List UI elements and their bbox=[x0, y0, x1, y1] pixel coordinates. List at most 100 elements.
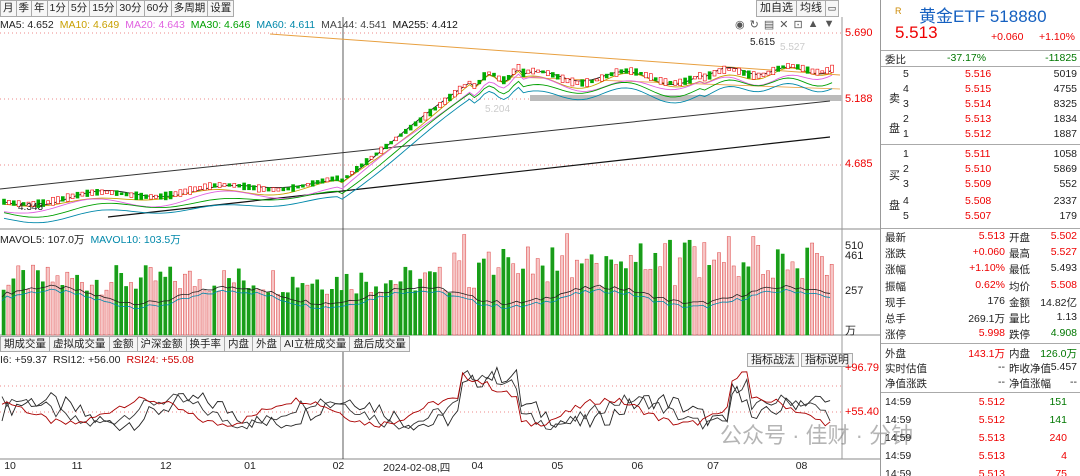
outer-inner-field: 内盘 bbox=[1009, 348, 1030, 360]
stat-label: 最低 bbox=[1009, 264, 1030, 277]
indicator-tab[interactable]: 内盘 bbox=[224, 336, 253, 352]
stat-value: 1.13 bbox=[1056, 311, 1077, 323]
stat-label: 均价 bbox=[1009, 280, 1030, 293]
ask-volume: 8325 bbox=[1053, 98, 1077, 110]
volume-legend: MAVOL5: 107.0万 MAVOL10: 103.5万 bbox=[0, 232, 181, 247]
nav-value: -- bbox=[998, 361, 1005, 373]
ma-legend-item: MA60: 4.611 bbox=[256, 19, 316, 31]
time-axis-label: 06 bbox=[631, 460, 644, 472]
lock-icon[interactable]: ⊡ bbox=[793, 19, 803, 31]
tick-price: 5.513 bbox=[978, 450, 1005, 462]
stat-value: 269.1万 bbox=[968, 313, 1005, 325]
add-watchlist-button[interactable]: 加自选 bbox=[756, 0, 797, 17]
ask-volume: 1834 bbox=[1053, 113, 1077, 125]
quote-panel: R 黄金ETF 518880 5.513 +0.060 +1.10% 委比 -3… bbox=[880, 0, 1080, 476]
down-icon[interactable]: ▼ bbox=[823, 18, 835, 30]
ask-price[interactable]: 5.516 bbox=[965, 68, 992, 80]
price-axis-top: 5.690 bbox=[845, 27, 873, 39]
outer-inner-field: 126.0万 bbox=[1040, 348, 1077, 360]
bid-price[interactable]: 5.510 bbox=[965, 163, 992, 175]
rsi-axis-top: +96.79 bbox=[845, 362, 879, 374]
indicator-tab[interactable]: 外盘 bbox=[252, 336, 281, 352]
stat-value: 5.527 bbox=[1050, 246, 1077, 259]
indicator-tab[interactable]: 换手率 bbox=[185, 336, 225, 352]
stat-label: 涨跌 bbox=[885, 248, 906, 261]
stat-value: 4.908 bbox=[1050, 327, 1077, 340]
nav-label: 昨收净值 bbox=[1009, 363, 1051, 375]
ask-price[interactable]: 5.512 bbox=[965, 128, 992, 140]
indicator-help-button[interactable]: 指标说明 bbox=[801, 353, 853, 367]
weibi-val: -11825 bbox=[1045, 52, 1077, 64]
tick-volume: 151 bbox=[1049, 396, 1067, 408]
stat-value: 14.82亿 bbox=[1040, 296, 1077, 309]
period-tab[interactable]: 月 bbox=[0, 0, 17, 17]
ma-legend: MA5: 4.652 MA10: 4.649 MA20: 4.643 MA30: 4.… bbox=[0, 19, 458, 33]
tick-price: 5.512 bbox=[978, 396, 1005, 408]
stat-label: 最高 bbox=[1009, 248, 1030, 261]
indicator-tab[interactable]: 盘后成交量 bbox=[349, 336, 410, 352]
period-tab[interactable]: 设置 bbox=[207, 0, 235, 17]
weibi-label: 委比 bbox=[885, 54, 906, 66]
refresh-icon[interactable]: ↻ bbox=[749, 19, 759, 31]
time-axis: 10 11 12 01 02 2024-02-08,四 04 05 06 07 08 bbox=[0, 459, 842, 476]
ask-level: 5 bbox=[903, 68, 909, 80]
indicator-tab[interactable]: 期成交量 bbox=[0, 336, 50, 352]
stat-label: 涨幅 bbox=[885, 264, 906, 277]
nav-value: 5.457 bbox=[1050, 361, 1077, 373]
period-tab[interactable]: 多周期 bbox=[170, 0, 209, 17]
ask-price[interactable]: 5.515 bbox=[965, 83, 992, 95]
stat-value: 5.998 bbox=[978, 327, 1005, 340]
time-axis-label: 01 bbox=[244, 460, 256, 472]
period-tab[interactable]: 季 bbox=[15, 0, 32, 17]
bid-price[interactable]: 5.509 bbox=[965, 178, 992, 190]
period-tab[interactable]: 30分 bbox=[116, 0, 145, 17]
stat-label: 总手 bbox=[885, 313, 906, 325]
rsi-legend: I6: +59.37 RSI12: +56.00 RSI24: +55.08 bbox=[0, 354, 194, 366]
period-tab[interactable]: 年 bbox=[31, 0, 48, 17]
stat-value: 5.493 bbox=[1050, 262, 1077, 275]
buy-side-label: 买盘 bbox=[889, 170, 900, 212]
ma-button[interactable]: 均线 bbox=[796, 0, 826, 17]
stat-value: 5.513 bbox=[978, 230, 1005, 242]
bid-price[interactable]: 5.511 bbox=[965, 148, 991, 160]
bid-price[interactable]: 5.507 bbox=[965, 210, 992, 222]
stat-value: 176 bbox=[987, 294, 1005, 307]
time-axis-label: 08 bbox=[795, 460, 808, 472]
bid-volume: 179 bbox=[1059, 210, 1077, 222]
bid-price[interactable]: 5.508 bbox=[965, 195, 992, 207]
indicator-tab[interactable]: 沪深金额 bbox=[136, 336, 187, 352]
time-axis-label: 10 bbox=[4, 460, 16, 472]
nav-label: 净值涨跌 bbox=[885, 378, 927, 390]
period-toolbar: 月季年 1分 5分 15分 30分 60分 多周期 设置 bbox=[0, 0, 235, 17]
ask-price[interactable]: 5.514 bbox=[965, 98, 992, 110]
ma-legend-item: MA5: 4.652 bbox=[0, 19, 54, 31]
stat-label: 涨停 bbox=[885, 329, 906, 342]
ma-legend-item: MA30: 4.646 bbox=[190, 19, 251, 31]
price-axis-low: 4.685 bbox=[845, 158, 873, 170]
tool-icon[interactable]: ✕ bbox=[779, 19, 789, 31]
period-tab[interactable]: 1分 bbox=[46, 0, 69, 17]
tick-time: 14:59 bbox=[885, 396, 912, 408]
eye-icon[interactable]: ◉ bbox=[735, 19, 745, 31]
stat-label: 跌停 bbox=[1009, 329, 1030, 342]
tick-time: 14:59 bbox=[885, 468, 912, 476]
indicator-tab[interactable]: AI立桩成交量 bbox=[280, 336, 351, 352]
nav-label: 净值涨幅 bbox=[1009, 378, 1051, 390]
tick-time: 14:59 bbox=[885, 432, 912, 444]
up-icon[interactable]: ▲ bbox=[807, 18, 819, 30]
sell-side-label: 卖盘 bbox=[889, 93, 900, 135]
ask-price[interactable]: 5.513 bbox=[965, 113, 992, 125]
outer-inner-field: 外盘 bbox=[885, 348, 906, 360]
indicator-tab[interactable]: 虚拟成交量 bbox=[49, 336, 110, 352]
bid-volume: 552 bbox=[1059, 178, 1077, 190]
tick-volume: 4 bbox=[1061, 450, 1067, 462]
window-icon[interactable]: ▭ bbox=[825, 0, 839, 17]
price-change: +0.060 bbox=[991, 31, 1024, 43]
period-tab[interactable]: 5分 bbox=[67, 0, 91, 17]
indicator-strategy-button[interactable]: 指标战法 bbox=[747, 353, 799, 367]
bid-volume: 1058 bbox=[1053, 148, 1077, 160]
indicator-tab[interactable]: 金额 bbox=[108, 336, 138, 352]
chart-icon[interactable]: ▤ bbox=[763, 19, 775, 31]
period-tab[interactable]: 60分 bbox=[143, 0, 172, 17]
period-tab[interactable]: 15分 bbox=[89, 0, 118, 17]
